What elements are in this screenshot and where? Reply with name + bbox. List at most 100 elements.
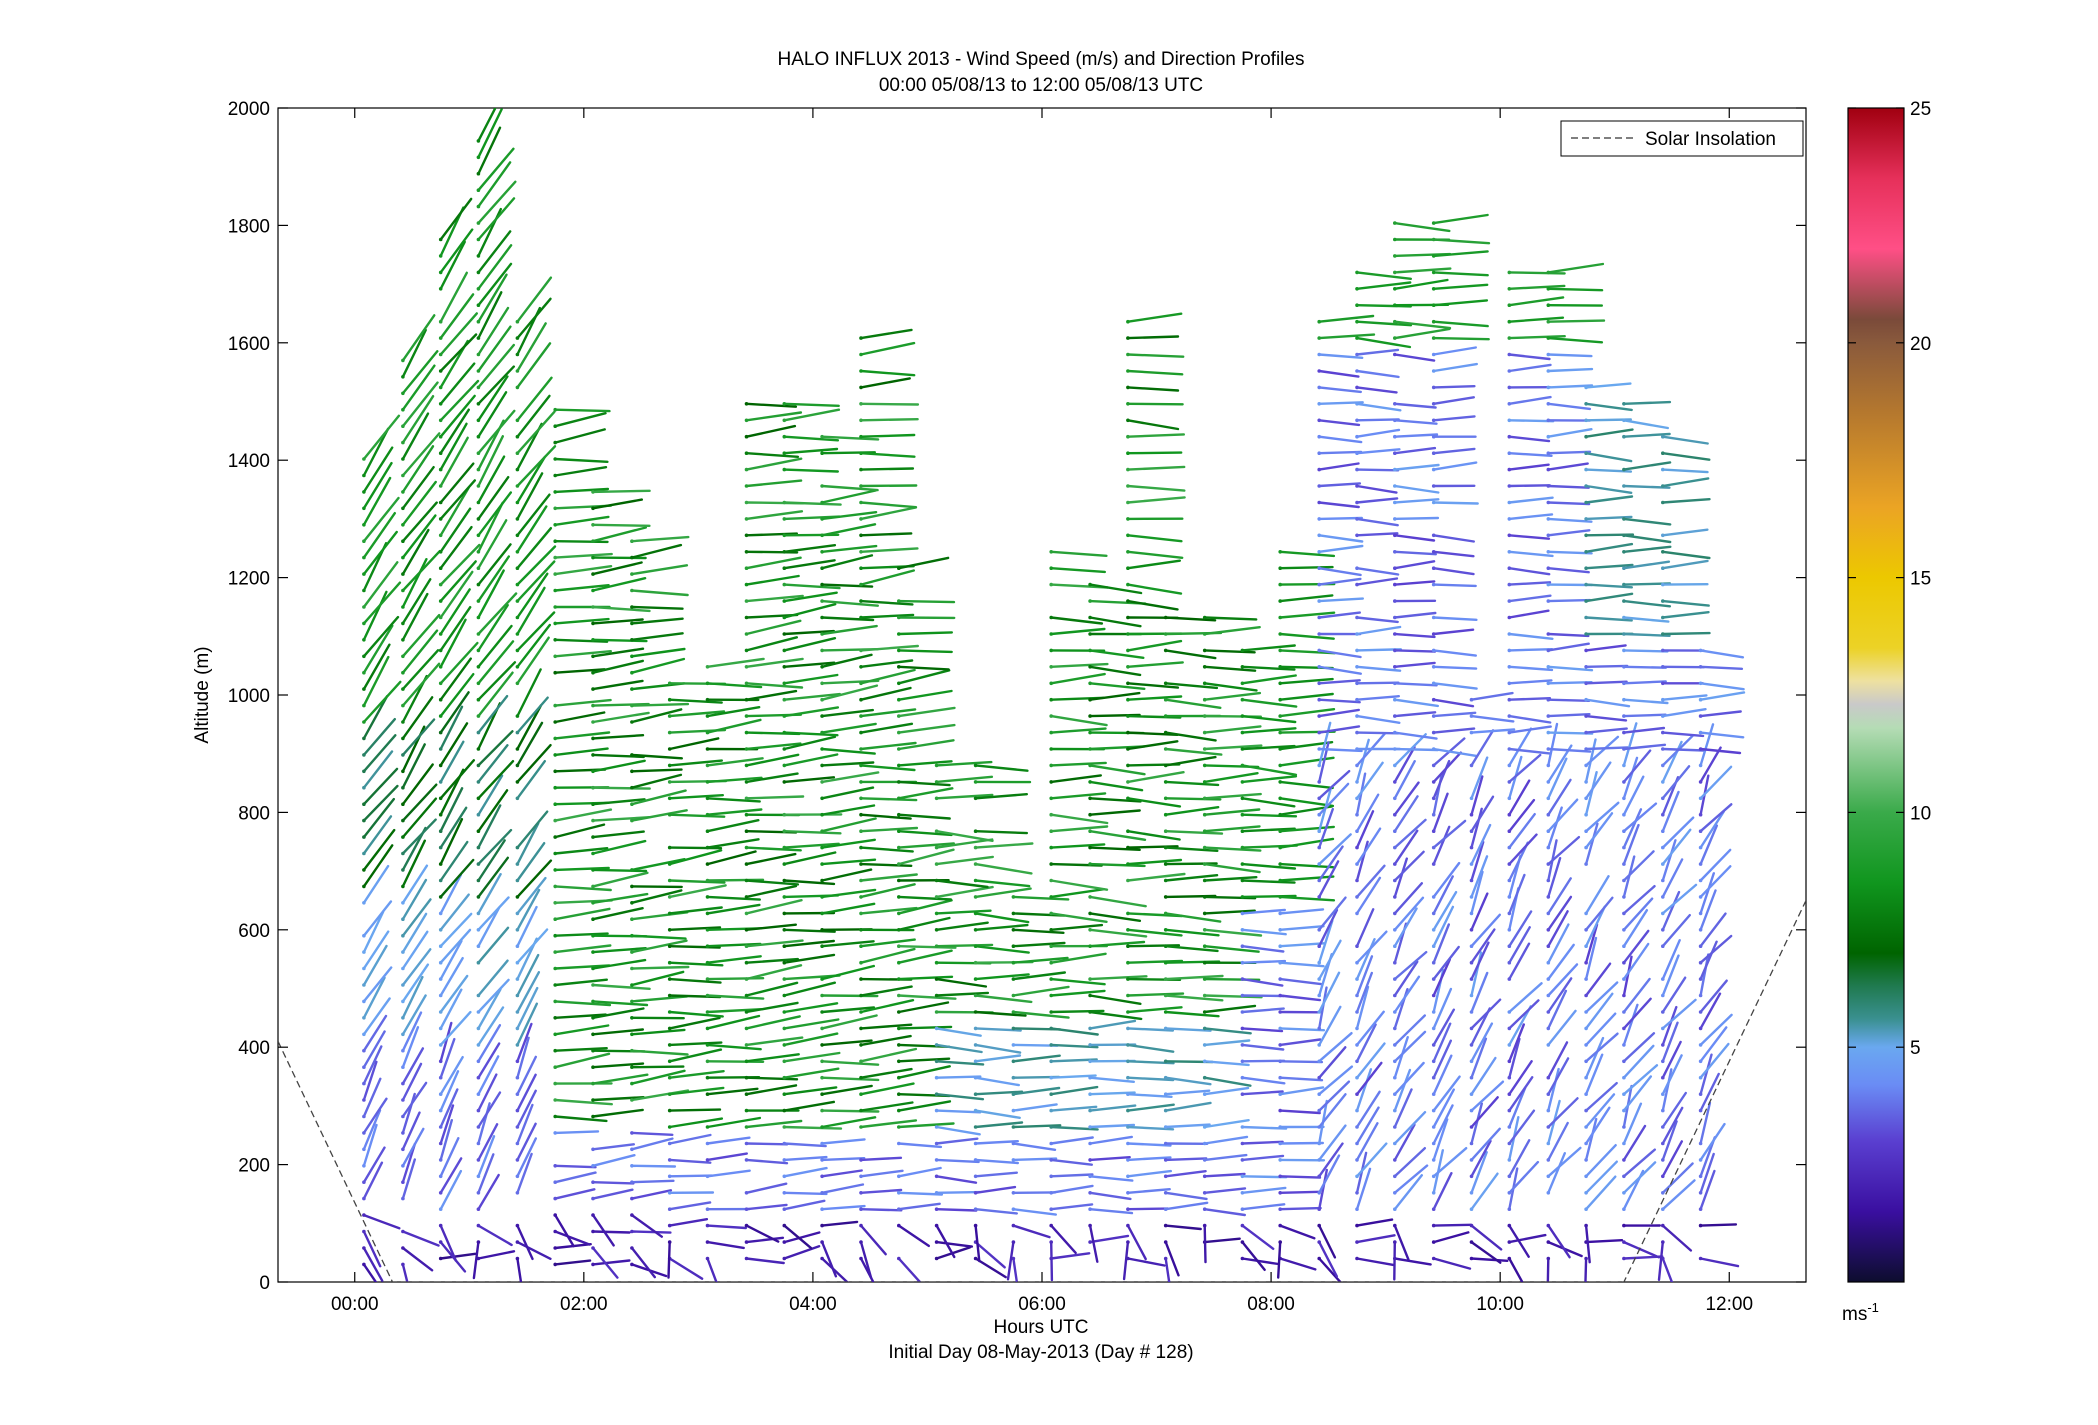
wind-barb xyxy=(1547,319,1606,323)
wind-barb xyxy=(1203,1224,1207,1264)
wind-barb xyxy=(1547,747,1592,753)
wind-barb xyxy=(362,624,394,674)
wind-barb-origin xyxy=(362,1032,366,1037)
wind-barb-origin xyxy=(362,1065,366,1069)
wind-barb xyxy=(1203,665,1257,672)
wind-barb-origin xyxy=(515,1010,520,1014)
wind-barb xyxy=(591,618,644,625)
wind-barb xyxy=(1241,1007,1285,1014)
wind-barb-origin xyxy=(553,473,557,478)
wind-barb-origin xyxy=(1355,862,1359,866)
wind-barb xyxy=(439,1240,467,1273)
wind-barb-origin xyxy=(859,829,863,833)
wind-barb xyxy=(859,341,916,356)
wind-barb-origin xyxy=(1163,895,1168,899)
wind-barb-origin xyxy=(1202,763,1207,768)
colorbar-tick-label: 10 xyxy=(1910,803,1931,824)
wind-barb xyxy=(1432,987,1453,1030)
wind-barb-origin xyxy=(1126,402,1130,406)
wind-barb xyxy=(591,638,648,643)
wind-barb xyxy=(1164,806,1220,816)
wind-barb xyxy=(401,501,438,543)
wind-barb-origin xyxy=(1393,254,1397,258)
wind-barb-origin xyxy=(438,1207,443,1211)
wind-barb xyxy=(362,864,390,904)
wind-barb xyxy=(1203,691,1262,701)
wind-barb-origin xyxy=(1049,812,1053,817)
wind-barb xyxy=(1088,1224,1099,1263)
wind-barb-origin xyxy=(1393,780,1397,784)
wind-barb xyxy=(783,447,839,455)
wind-barb-origin xyxy=(553,539,557,543)
wind-barb xyxy=(1317,1046,1347,1079)
wind-barb xyxy=(554,964,611,970)
wind-barb-origin xyxy=(1202,681,1207,686)
wind-barb-origin xyxy=(1546,681,1551,686)
wind-barb-origin xyxy=(1011,1092,1016,1096)
wind-barb-origin xyxy=(591,785,595,790)
wind-barb-origin xyxy=(1584,730,1588,735)
wind-barb-origin xyxy=(1546,1026,1551,1031)
wind-barb-origin xyxy=(973,1207,978,1211)
wind-barb-origin xyxy=(401,868,405,872)
wind-barb xyxy=(783,1199,826,1211)
wind-barb xyxy=(1508,714,1552,724)
wind-barb-origin xyxy=(515,714,520,718)
wind-barb xyxy=(554,540,609,544)
wind-barb-origin xyxy=(744,714,749,718)
wind-barb xyxy=(1203,1187,1247,1195)
wind-barb xyxy=(1355,665,1402,672)
wind-barb-origin xyxy=(438,533,443,538)
wind-barb-origin xyxy=(1355,1207,1359,1211)
wind-barb xyxy=(859,569,915,586)
wind-barb xyxy=(1584,680,1628,685)
wind-barb-origin xyxy=(438,484,443,488)
wind-barb xyxy=(820,708,874,718)
wind-barb xyxy=(1203,1060,1250,1067)
wind-barb xyxy=(1699,1072,1720,1112)
wind-barb-origin xyxy=(859,1158,863,1162)
wind-barb-origin xyxy=(1661,632,1665,636)
wind-barb xyxy=(1088,1076,1136,1084)
wind-barb-origin xyxy=(1240,1043,1245,1047)
wind-barb xyxy=(1622,517,1672,526)
wind-barb xyxy=(477,108,497,143)
wind-barb-origin xyxy=(1393,632,1397,636)
wind-barb-origin xyxy=(1240,1092,1245,1096)
wind-barb xyxy=(516,1073,537,1112)
wind-barb xyxy=(745,510,804,521)
wind-barb-origin xyxy=(630,638,634,642)
wind-barb xyxy=(516,394,551,438)
wind-barb xyxy=(1622,897,1654,931)
wind-barb-origin xyxy=(1163,1092,1168,1096)
wind-barb-origin xyxy=(897,714,901,718)
wind-barb-origin xyxy=(476,533,481,538)
wind-barb-origin xyxy=(820,993,824,998)
wind-barb xyxy=(477,519,508,570)
wind-barb-origin xyxy=(476,747,481,751)
wind-barb-origin xyxy=(897,697,901,702)
wind-barb xyxy=(1317,577,1362,586)
wind-barb xyxy=(1317,1224,1337,1259)
wind-barb xyxy=(1241,1059,1286,1063)
wind-barb xyxy=(401,592,429,641)
wind-barb xyxy=(1470,1037,1488,1079)
wind-barb-origin xyxy=(1698,911,1703,916)
wind-barb xyxy=(554,1024,610,1036)
wind-barb xyxy=(745,556,802,570)
wind-barb-origin xyxy=(820,665,824,669)
wind-barb xyxy=(745,852,797,866)
wind-barb-origin xyxy=(1431,1256,1436,1261)
wind-barb xyxy=(630,773,683,789)
wind-barb-origin xyxy=(859,1026,863,1031)
wind-barb xyxy=(1657,1240,1665,1282)
wind-barb xyxy=(1164,682,1219,690)
wind-barb-origin xyxy=(1584,944,1588,948)
wind-barb xyxy=(1584,1224,1591,1264)
wind-barb-origin xyxy=(1049,944,1053,948)
wind-barb xyxy=(1088,764,1146,776)
wind-barb xyxy=(477,1250,516,1260)
y-tick-label: 400 xyxy=(238,1038,270,1059)
wind-barb-origin xyxy=(1317,1240,1321,1244)
wind-barb xyxy=(974,1076,1020,1087)
